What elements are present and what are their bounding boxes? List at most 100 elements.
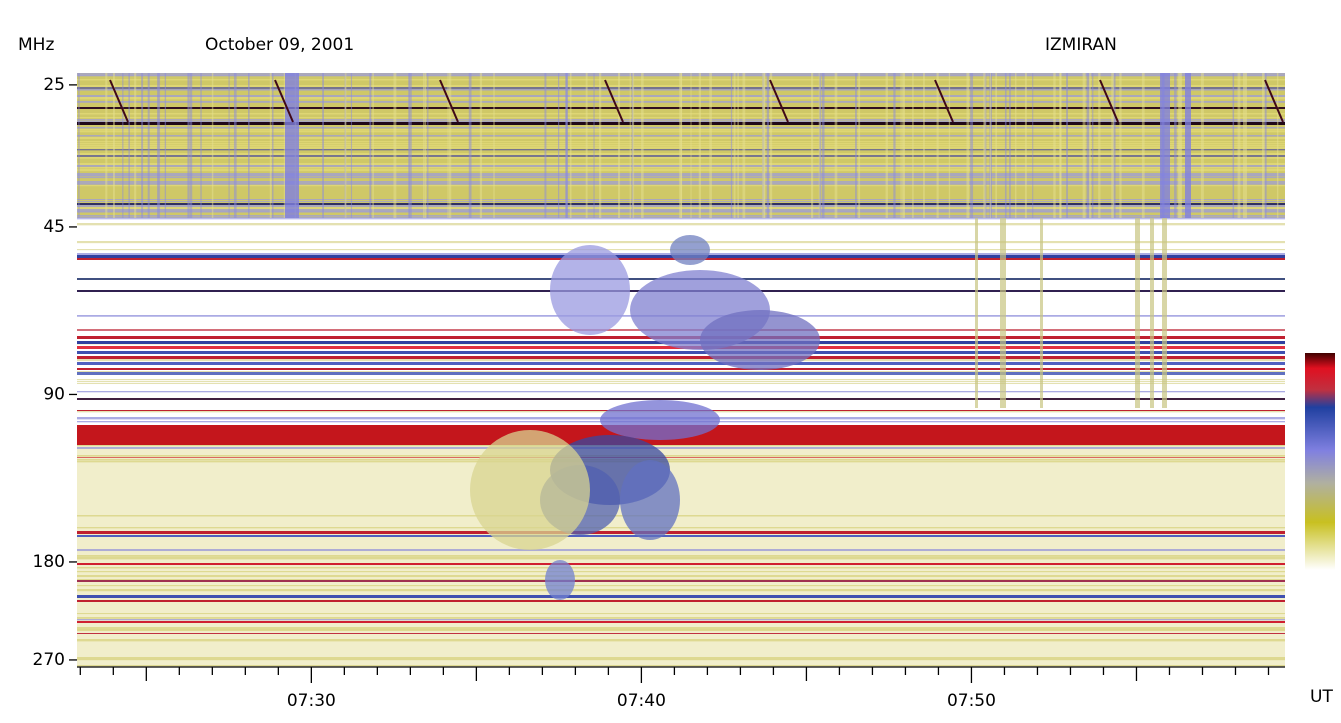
texture <box>493 73 495 218</box>
texture <box>77 549 1285 552</box>
texture <box>77 383 1285 385</box>
texture <box>409 73 412 218</box>
texture <box>77 379 1285 381</box>
texture <box>1141 73 1145 218</box>
texture <box>620 460 680 540</box>
texture <box>77 575 1285 578</box>
texture <box>77 595 1285 598</box>
texture <box>742 73 746 218</box>
texture <box>1086 73 1090 218</box>
texture <box>1174 73 1177 218</box>
texture <box>77 557 1285 560</box>
texture <box>819 73 822 218</box>
texture <box>157 73 159 218</box>
x-tick-label: 07:40 <box>617 691 666 711</box>
texture <box>1200 73 1204 218</box>
texture <box>77 368 1285 370</box>
texture <box>77 362 1285 365</box>
x-axis-label: UT <box>1310 687 1333 707</box>
texture <box>77 585 1285 587</box>
texture <box>447 73 449 218</box>
texture <box>134 73 137 218</box>
texture <box>700 310 820 370</box>
texture <box>77 665 1285 667</box>
texture <box>585 73 588 218</box>
texture <box>730 73 733 218</box>
texture <box>550 245 630 335</box>
texture <box>393 73 397 218</box>
texture <box>272 73 274 218</box>
texture <box>1066 73 1068 218</box>
texture <box>470 430 590 550</box>
texture <box>77 571 1285 573</box>
texture <box>769 79 789 123</box>
texture <box>995 73 997 218</box>
texture <box>228 73 230 218</box>
texture <box>1243 73 1246 218</box>
texture <box>77 445 1285 447</box>
y-tick-label: 25 <box>43 75 65 95</box>
texture <box>77 629 1285 632</box>
texture <box>468 73 472 218</box>
texture <box>1119 73 1122 218</box>
texture <box>147 73 150 218</box>
observatory: IZMIRAN <box>1045 35 1117 55</box>
texture <box>128 73 130 218</box>
texture <box>1237 73 1241 218</box>
x-tick-label: 07:30 <box>287 691 336 711</box>
texture <box>439 79 459 123</box>
texture <box>141 73 144 218</box>
texture <box>77 223 1285 226</box>
texture <box>423 73 425 218</box>
texture <box>285 73 299 218</box>
texture <box>769 73 773 218</box>
texture <box>989 73 991 218</box>
texture <box>77 627 1285 630</box>
texture <box>1185 73 1191 218</box>
texture <box>970 73 974 218</box>
y-tick-label: 45 <box>43 217 65 237</box>
texture <box>283 73 285 218</box>
texture <box>211 73 214 218</box>
texture <box>77 372 1285 375</box>
texture <box>1276 73 1279 218</box>
texture <box>274 79 294 123</box>
texture <box>479 73 483 218</box>
texture <box>923 73 925 218</box>
texture <box>77 621 1285 623</box>
texture <box>709 73 712 218</box>
texture <box>885 73 888 218</box>
texture <box>936 73 939 218</box>
texture <box>112 73 115 218</box>
texture <box>322 73 324 218</box>
texture <box>77 455 1285 457</box>
texture <box>77 555 1285 557</box>
texture <box>1059 73 1062 218</box>
texture <box>1053 73 1056 218</box>
texture <box>427 73 429 218</box>
texture <box>629 73 631 218</box>
texture <box>77 359 1285 362</box>
texture <box>77 613 1285 615</box>
texture <box>698 73 701 218</box>
texture <box>122 73 124 218</box>
texture <box>737 73 739 218</box>
texture <box>77 531 1285 534</box>
texture <box>77 563 1285 565</box>
texture <box>350 73 353 218</box>
texture <box>77 639 1285 642</box>
texture <box>1179 73 1183 218</box>
texture <box>1112 73 1116 218</box>
x-tick-label: 07:50 <box>947 691 996 711</box>
texture <box>1040 218 1043 408</box>
texture <box>269 73 272 218</box>
texture <box>344 73 347 218</box>
texture <box>600 400 720 440</box>
texture <box>902 73 905 218</box>
texture <box>77 589 1285 592</box>
texture <box>1162 218 1167 408</box>
colorbar <box>1305 353 1335 570</box>
texture <box>1261 73 1265 218</box>
texture <box>77 527 1285 529</box>
texture <box>369 73 372 218</box>
